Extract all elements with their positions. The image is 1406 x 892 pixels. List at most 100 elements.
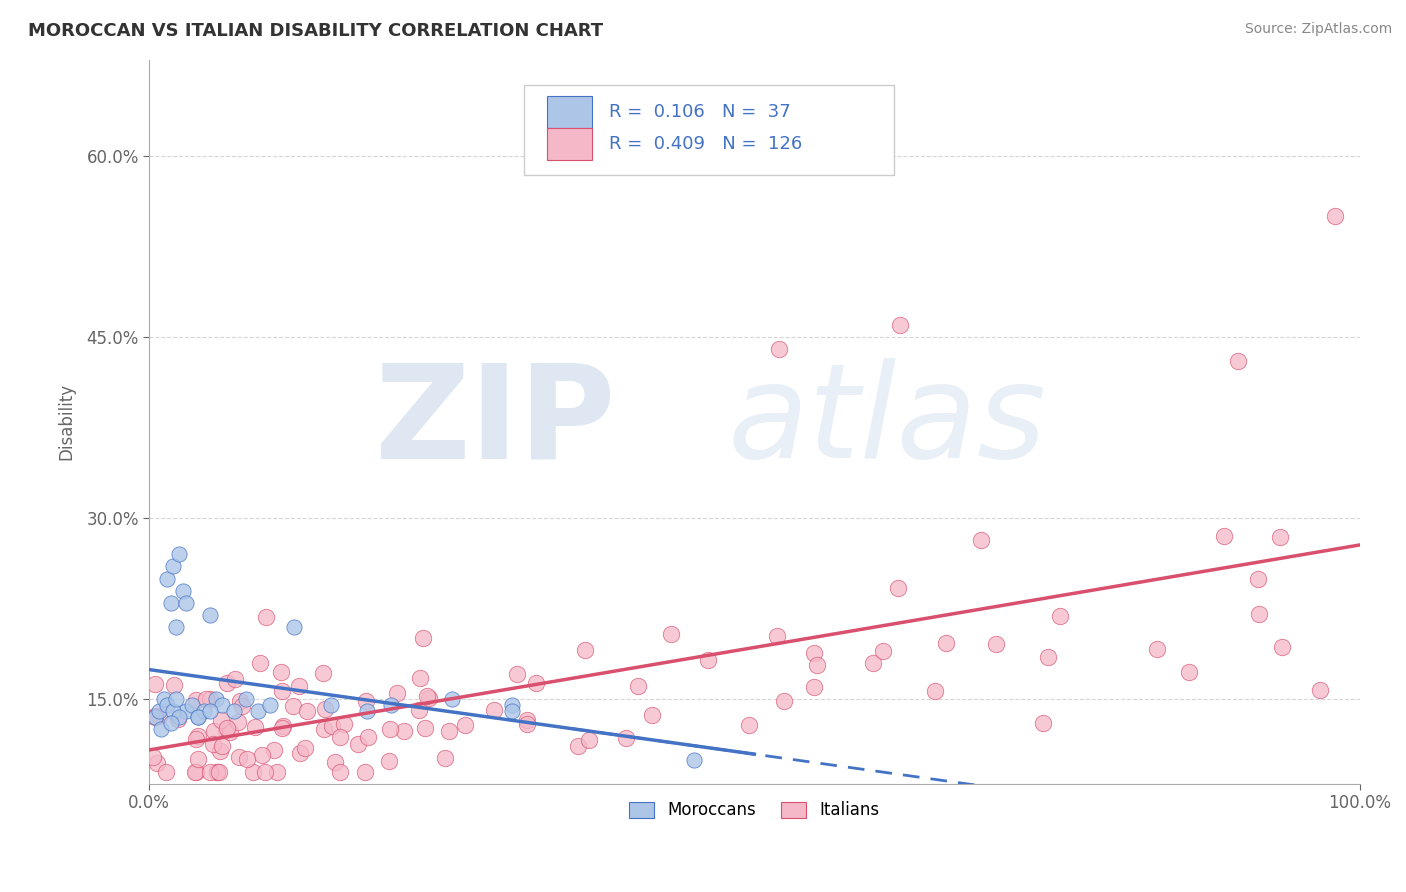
Point bbox=[254, 610, 277, 624]
Point bbox=[1270, 530, 1292, 544]
Point bbox=[219, 724, 242, 739]
Point bbox=[204, 692, 226, 706]
Point bbox=[354, 764, 377, 779]
Point bbox=[803, 680, 825, 694]
Point bbox=[387, 685, 409, 699]
Point bbox=[924, 684, 946, 698]
Point bbox=[184, 764, 207, 779]
Point bbox=[228, 750, 250, 764]
Point bbox=[516, 713, 538, 727]
Point bbox=[614, 731, 637, 745]
Point bbox=[184, 693, 207, 707]
Point bbox=[172, 583, 194, 598]
Point bbox=[1271, 640, 1294, 654]
Point bbox=[270, 684, 292, 698]
Point bbox=[333, 717, 356, 731]
Point bbox=[356, 704, 378, 718]
Point bbox=[270, 721, 292, 735]
Point bbox=[215, 723, 238, 737]
Text: ZIP: ZIP bbox=[374, 359, 616, 485]
Point bbox=[766, 629, 789, 643]
Point bbox=[682, 753, 704, 767]
FancyBboxPatch shape bbox=[547, 128, 592, 160]
Point bbox=[506, 667, 529, 681]
Point bbox=[205, 764, 228, 779]
Point bbox=[862, 656, 884, 670]
Point bbox=[329, 730, 352, 744]
Point bbox=[887, 581, 910, 595]
Point bbox=[207, 764, 229, 779]
Point bbox=[1146, 642, 1168, 657]
Point bbox=[1032, 716, 1054, 731]
Point bbox=[772, 693, 794, 707]
Point bbox=[253, 764, 276, 779]
FancyBboxPatch shape bbox=[524, 85, 894, 176]
Point bbox=[211, 698, 233, 713]
Point bbox=[242, 764, 264, 779]
Point bbox=[312, 665, 335, 680]
Point bbox=[454, 717, 477, 731]
Point bbox=[378, 754, 401, 768]
Point bbox=[143, 710, 166, 724]
Point bbox=[146, 756, 169, 771]
Point bbox=[696, 652, 718, 666]
Point bbox=[440, 692, 463, 706]
Point bbox=[148, 709, 170, 723]
Point bbox=[249, 657, 271, 671]
Point bbox=[194, 691, 217, 706]
Text: Source: ZipAtlas.com: Source: ZipAtlas.com bbox=[1244, 22, 1392, 37]
Point bbox=[412, 631, 434, 645]
Point bbox=[198, 764, 221, 779]
Point bbox=[1249, 607, 1271, 621]
Point bbox=[574, 642, 596, 657]
Point bbox=[567, 739, 589, 753]
Point bbox=[380, 698, 402, 713]
Point bbox=[266, 764, 288, 779]
Point bbox=[392, 723, 415, 738]
Point bbox=[187, 710, 209, 724]
Point bbox=[418, 691, 440, 706]
Point bbox=[169, 548, 191, 562]
Point bbox=[329, 764, 352, 779]
Text: R =  0.409   N =  126: R = 0.409 N = 126 bbox=[609, 135, 803, 153]
Point bbox=[626, 679, 648, 693]
Point bbox=[155, 764, 177, 779]
Point bbox=[250, 748, 273, 763]
Point bbox=[160, 596, 183, 610]
Point bbox=[356, 731, 378, 745]
Point bbox=[516, 717, 538, 731]
Point bbox=[270, 665, 292, 679]
Point bbox=[156, 698, 179, 713]
Point bbox=[413, 721, 436, 735]
Point bbox=[281, 699, 304, 714]
Point bbox=[198, 607, 221, 622]
Point bbox=[1247, 572, 1270, 586]
Point bbox=[1049, 609, 1071, 624]
Point bbox=[217, 675, 239, 690]
Point bbox=[378, 722, 401, 736]
Point bbox=[236, 752, 259, 766]
Point bbox=[314, 701, 336, 715]
Point bbox=[165, 692, 187, 706]
Point bbox=[165, 620, 187, 634]
Point bbox=[142, 750, 165, 764]
FancyBboxPatch shape bbox=[547, 95, 592, 128]
Point bbox=[174, 704, 197, 718]
Point bbox=[970, 533, 993, 547]
Point bbox=[202, 724, 225, 739]
Point bbox=[501, 704, 523, 718]
Point bbox=[150, 723, 173, 737]
Point bbox=[415, 690, 437, 704]
Point bbox=[209, 713, 232, 727]
Point bbox=[1212, 529, 1234, 543]
Y-axis label: Disability: Disability bbox=[58, 383, 75, 460]
Point bbox=[174, 596, 197, 610]
Point bbox=[180, 698, 202, 713]
Point bbox=[984, 637, 1007, 651]
Point bbox=[160, 716, 183, 731]
Point bbox=[184, 732, 207, 747]
Point bbox=[738, 718, 761, 732]
Point bbox=[1177, 665, 1199, 679]
Point bbox=[271, 719, 294, 733]
Text: MOROCCAN VS ITALIAN DISABILITY CORRELATION CHART: MOROCCAN VS ITALIAN DISABILITY CORRELATI… bbox=[28, 22, 603, 40]
